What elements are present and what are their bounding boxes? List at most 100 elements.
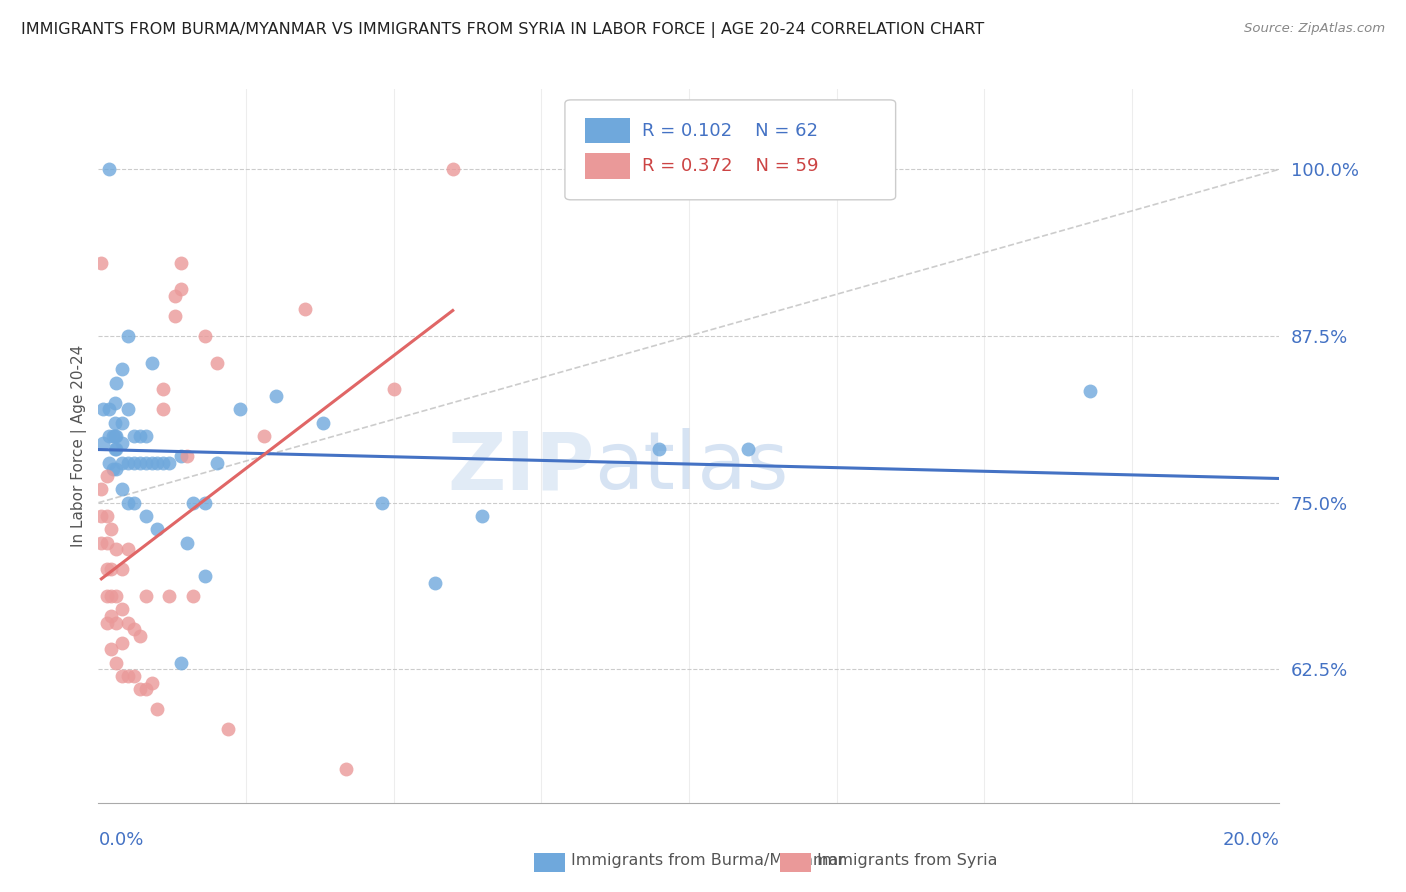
Point xyxy=(122,496,145,510)
Point xyxy=(105,656,128,670)
Point xyxy=(91,402,114,417)
Point xyxy=(96,589,118,603)
Point xyxy=(229,402,252,417)
Point xyxy=(181,589,204,603)
Point xyxy=(194,496,217,510)
Point xyxy=(122,456,145,470)
Point xyxy=(90,255,112,269)
Point xyxy=(152,382,174,396)
Point xyxy=(91,435,114,450)
Point xyxy=(98,162,121,177)
Point xyxy=(100,562,122,576)
Point xyxy=(105,442,128,457)
Point xyxy=(423,575,446,590)
Point xyxy=(104,442,127,457)
Point xyxy=(111,562,134,576)
Point xyxy=(157,589,180,603)
Point xyxy=(1080,384,1102,398)
Point xyxy=(146,522,169,536)
Point xyxy=(648,442,671,457)
Point xyxy=(128,429,150,443)
Point xyxy=(157,456,180,470)
Point xyxy=(117,329,139,343)
Point xyxy=(382,382,405,396)
Point xyxy=(181,496,204,510)
Point xyxy=(103,429,125,443)
Point xyxy=(194,329,217,343)
Point xyxy=(105,615,128,630)
Point xyxy=(96,509,118,524)
Point xyxy=(146,456,169,470)
Point xyxy=(105,429,128,443)
Text: R = 0.102    N = 62: R = 0.102 N = 62 xyxy=(641,121,818,139)
Y-axis label: In Labor Force | Age 20-24: In Labor Force | Age 20-24 xyxy=(72,345,87,547)
Point xyxy=(98,456,121,470)
Point xyxy=(122,429,145,443)
Point xyxy=(117,542,139,557)
Point xyxy=(135,682,157,697)
Point xyxy=(194,569,217,583)
Point xyxy=(96,562,118,576)
Point xyxy=(335,763,357,777)
Point xyxy=(371,496,394,510)
Point xyxy=(104,416,127,430)
Point xyxy=(128,629,150,643)
Point xyxy=(205,456,228,470)
Point xyxy=(98,402,121,417)
Text: R = 0.372    N = 59: R = 0.372 N = 59 xyxy=(641,157,818,175)
Text: atlas: atlas xyxy=(595,428,789,507)
Point xyxy=(170,282,193,296)
Text: Immigrants from Syria: Immigrants from Syria xyxy=(817,854,997,868)
Point xyxy=(105,589,128,603)
Text: IMMIGRANTS FROM BURMA/MYANMAR VS IMMIGRANTS FROM SYRIA IN LABOR FORCE | AGE 20-2: IMMIGRANTS FROM BURMA/MYANMAR VS IMMIGRA… xyxy=(21,22,984,38)
Point xyxy=(152,402,174,417)
Point xyxy=(111,362,134,376)
Text: 0.0%: 0.0% xyxy=(98,831,143,849)
Point xyxy=(170,449,193,463)
Point xyxy=(90,509,112,524)
Point xyxy=(98,429,121,443)
Point xyxy=(117,402,139,417)
Point xyxy=(176,535,198,549)
Point xyxy=(96,535,118,549)
Point xyxy=(111,456,134,470)
Point xyxy=(165,289,187,303)
Point xyxy=(141,456,163,470)
Point xyxy=(146,702,169,716)
Point xyxy=(441,162,464,177)
Point xyxy=(253,429,276,443)
Point xyxy=(122,623,145,637)
Point xyxy=(141,675,163,690)
Point xyxy=(111,483,134,497)
Point xyxy=(152,456,174,470)
Text: Source: ZipAtlas.com: Source: ZipAtlas.com xyxy=(1244,22,1385,36)
Point xyxy=(90,483,112,497)
Point xyxy=(100,609,122,624)
Point xyxy=(170,656,193,670)
Point xyxy=(100,642,122,657)
Point xyxy=(135,589,157,603)
Point xyxy=(111,416,134,430)
Point xyxy=(103,462,125,476)
Bar xyxy=(585,118,630,144)
Point xyxy=(111,636,134,650)
Point xyxy=(128,682,150,697)
Point xyxy=(111,435,134,450)
Point xyxy=(176,449,198,463)
Point xyxy=(105,376,128,390)
Point xyxy=(122,669,145,683)
Point xyxy=(737,442,759,457)
Point xyxy=(90,535,112,549)
Point xyxy=(312,416,335,430)
Point xyxy=(96,615,118,630)
Point xyxy=(96,469,118,483)
Text: 20.0%: 20.0% xyxy=(1223,831,1279,849)
Bar xyxy=(585,153,630,179)
Point xyxy=(111,669,134,683)
Point xyxy=(104,429,127,443)
Point xyxy=(264,389,287,403)
Point xyxy=(170,255,193,269)
Point xyxy=(471,509,494,524)
Text: ZIP: ZIP xyxy=(447,428,595,507)
Point xyxy=(205,356,228,370)
